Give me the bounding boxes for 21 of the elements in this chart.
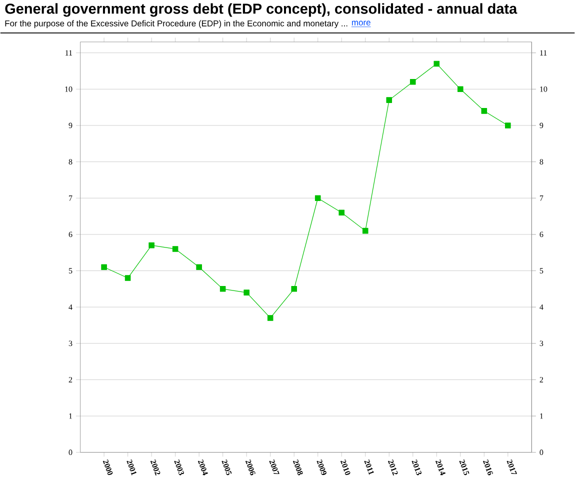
point: [124, 274, 131, 281]
point: [101, 264, 107, 270]
point: [481, 108, 488, 114]
point: [196, 264, 202, 270]
point: [291, 286, 297, 292]
point: [267, 314, 274, 321]
point: [434, 60, 440, 66]
point: [410, 78, 416, 85]
point: [244, 289, 250, 296]
point: [457, 86, 464, 92]
point: [220, 286, 226, 292]
chart-title: General government gross debt (EDP concept), consolidated - annual data: [5, 3, 518, 17]
point: [148, 242, 154, 248]
point: [338, 210, 345, 216]
text: more: [352, 20, 370, 26]
point: [314, 195, 321, 201]
point: [386, 97, 392, 103]
point: [505, 122, 511, 128]
point: [172, 246, 178, 252]
point: [362, 228, 368, 234]
chart-subtitle: For the purpose of the Excessive Deficit Procedure (EDP) in the Economic and monetary ...: [5, 20, 348, 28]
